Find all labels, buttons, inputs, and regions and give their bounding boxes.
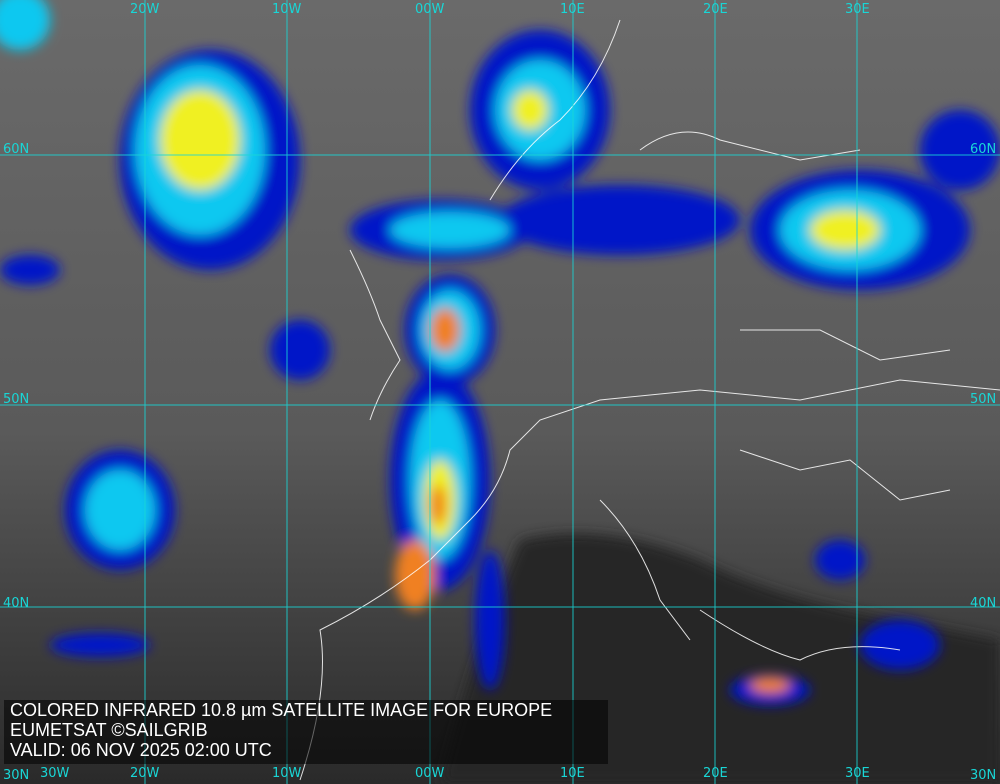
- grid-label-right: 30N: [970, 768, 997, 783]
- grid-label-bottom: 20E: [703, 766, 728, 781]
- cloud-region: [430, 485, 446, 525]
- cloud-region: [430, 308, 460, 352]
- grid-label-bottom: 30W: [40, 766, 70, 781]
- grid-label-left: 50N: [3, 392, 30, 407]
- cloud-region: [810, 210, 880, 250]
- grid-label-bottom: 00W: [415, 766, 445, 781]
- caption-valid-time: VALID: 06 NOV 2025 02:00 UTC: [10, 740, 272, 760]
- grid-label-right: 50N: [970, 392, 997, 407]
- grid-label-left: 40N: [3, 596, 30, 611]
- grid-label-left: 30N: [3, 768, 30, 783]
- cloud-region: [512, 90, 548, 130]
- cloud-layer: [0, 0, 1000, 705]
- cloud-region: [390, 212, 510, 248]
- grid-label-right: 60N: [970, 142, 997, 157]
- cloud-region: [920, 110, 1000, 190]
- cloud-region: [85, 470, 155, 550]
- grid-label-bottom: 10E: [560, 766, 585, 781]
- grid-label-bottom: 30E: [845, 766, 870, 781]
- image-caption: COLORED INFRARED 10.8 µm SATELLITE IMAGE…: [4, 700, 608, 764]
- grid-label-top: 10W: [272, 2, 302, 17]
- caption-credit: EUMETSAT ©SAILGRIB: [10, 720, 208, 740]
- cloud-region: [50, 633, 150, 657]
- cloud-region: [270, 320, 330, 380]
- grid-label-top: 20E: [703, 2, 728, 17]
- grid-label-bottom: 20W: [130, 766, 160, 781]
- cloud-region: [160, 90, 240, 190]
- grid-label-top: 20W: [130, 2, 160, 17]
- cloud-region: [750, 677, 790, 693]
- grid-label-top: 10E: [560, 2, 585, 17]
- caption-title: COLORED INFRARED 10.8 µm SATELLITE IMAGE…: [10, 700, 553, 720]
- coastlines: [299, 19, 1000, 781]
- grid-label-top: 30E: [845, 2, 870, 17]
- grid-label-left: 60N: [3, 142, 30, 157]
- cloud-region: [0, 0, 50, 50]
- cloud-region: [815, 540, 865, 580]
- cloud-region: [860, 620, 940, 670]
- grid-label-right: 40N: [970, 596, 997, 611]
- grid-label-bottom: 10W: [272, 766, 302, 781]
- cloud-region: [0, 255, 60, 285]
- cloud-region: [395, 540, 435, 610]
- grid-label-top: 00W: [415, 2, 445, 17]
- cloud-region: [500, 185, 740, 255]
- cloud-region: [475, 550, 505, 690]
